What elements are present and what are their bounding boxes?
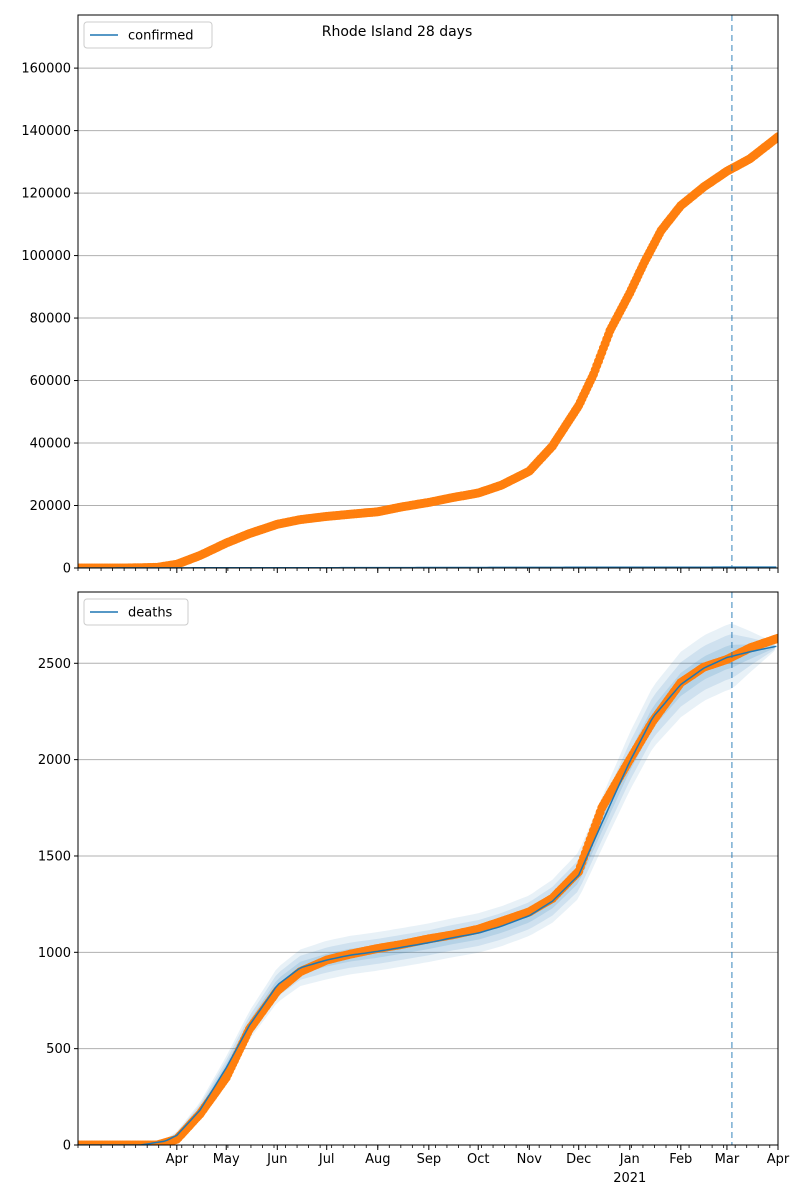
- uncertainty-band-mid: [78, 634, 775, 1145]
- confirmed-panel: 0 20000 40000 60000 80000 100000 120000 140000 1…: [21, 14, 779, 577]
- x-tick-label: Apr: [767, 1152, 790, 1167]
- legend-label: deaths: [128, 606, 173, 621]
- y-tick-label: 160000: [21, 62, 71, 77]
- legend-box: [83, 21, 213, 49]
- x-tick-label: Jul: [318, 1152, 335, 1167]
- x-tick-label: Feb: [669, 1152, 692, 1167]
- x-tick-label: Nov: [517, 1152, 543, 1167]
- observed-point: [773, 132, 778, 142]
- deaths-panel: 0 500 1000 1500 2000 2500 Apr May Jun Jul Aug Sep Oc…: [38, 591, 790, 1186]
- chart-title: Rhode Island 28 days: [322, 24, 473, 40]
- y-tick-label: 140000: [21, 124, 71, 139]
- x-tick-label: Jun: [266, 1152, 287, 1167]
- plot-area: [78, 623, 778, 1145]
- x-tick-label: Jan: [619, 1152, 640, 1167]
- y-tick-label: 120000: [21, 187, 71, 202]
- observed-point: [773, 633, 778, 643]
- x-tick-label: Oct: [467, 1152, 489, 1167]
- axes-frame: [77, 591, 779, 1146]
- y-tick-label: 100000: [21, 249, 71, 264]
- legend-box: [83, 598, 189, 626]
- y-tick-label: 0: [63, 1139, 71, 1154]
- y-tick-label: 1500: [38, 849, 71, 864]
- y-tick-label: 60000: [30, 374, 71, 389]
- observed-points: [78, 132, 778, 568]
- y-tick-label: 2000: [38, 753, 71, 768]
- plot-area: [78, 132, 778, 568]
- legend: confirmed: [83, 21, 213, 49]
- x-tick-label: Apr: [166, 1152, 189, 1167]
- y-tick-label: 2500: [38, 657, 71, 672]
- x-tick-label: Sep: [417, 1152, 442, 1167]
- x-tick-label: Mar: [715, 1152, 740, 1167]
- y-tick-label: 500: [46, 1042, 71, 1057]
- legend-label: confirmed: [128, 29, 194, 44]
- x-year-label: 2021: [613, 1171, 646, 1186]
- x-tick-label: May: [213, 1152, 240, 1167]
- legend: deaths: [83, 598, 189, 626]
- y-tick-label: 80000: [30, 312, 71, 327]
- uncertainty-band-outer: [78, 623, 775, 1145]
- y-tick-label: 20000: [30, 499, 71, 514]
- x-tick-label: Dec: [566, 1152, 591, 1167]
- y-tick-label: 40000: [30, 437, 71, 452]
- y-tick-label: 1000: [38, 946, 71, 961]
- model-line: [78, 645, 777, 1145]
- y-tick-label: 0: [63, 562, 71, 577]
- axes-frame: [77, 14, 779, 569]
- x-tick-label: Aug: [365, 1152, 390, 1167]
